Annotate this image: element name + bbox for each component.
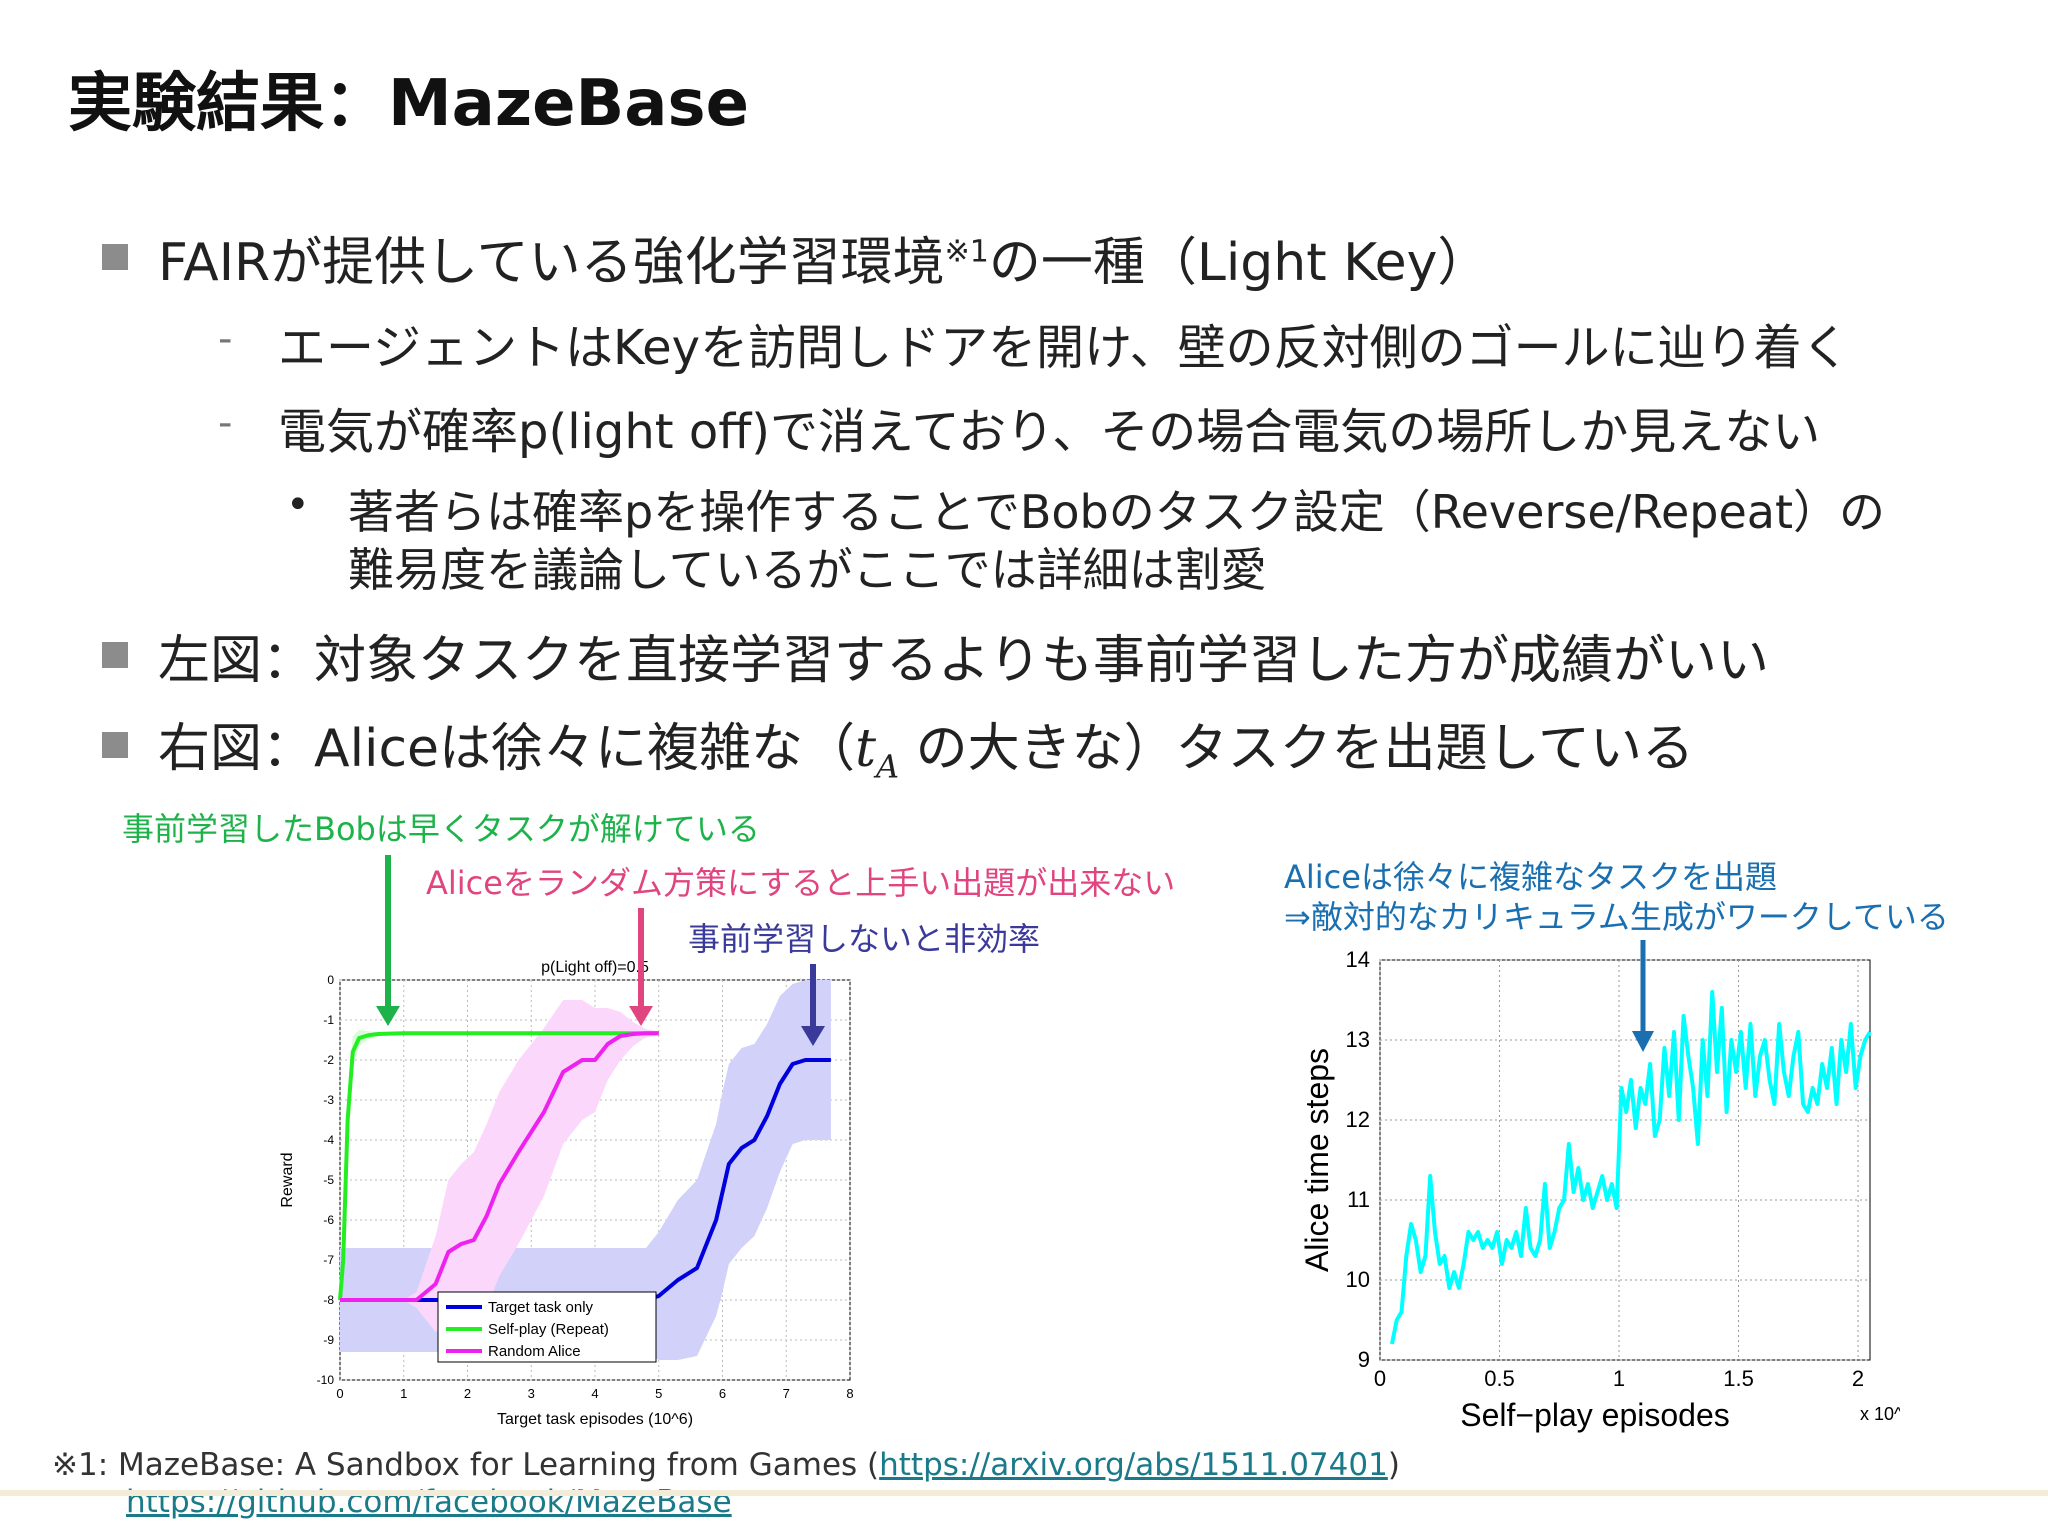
x-multiplier: x 10^6 [1860,1404,1900,1424]
series-line [1389,990,1872,1345]
series-line [340,1058,831,1302]
slide-title: 実験結果：MazeBase [68,67,749,141]
bullet-2: 左図：対象タスクを直接学習するよりも事前学習した方が成績がいい [158,631,1769,691]
annotation-blue-line2: ⇒敵対的なカリキュラム生成がワークしている [1284,898,1949,936]
bullet-1-rest: の一種（Light Key） [988,233,1490,293]
annotation-blue-line1: Aliceは徐々に複雑なタスクを出題 [1284,858,1777,896]
y-tick-label: -3 [323,1093,334,1107]
y-tick-label: 0 [327,973,334,987]
legend-label: Random Alice [488,1343,581,1360]
bullet-1-sub-2-item-line1: 著者らは確率pを操作することでBobのタスク設定（Reverse/Repeat）… [348,485,1886,539]
dash-marker: - [218,400,233,446]
x-tick-label: 1 [400,1386,407,1401]
bullet-square [102,732,128,758]
bullet-1-sub-1: エージェントはKeyを訪問しドアを開け、壁の反対側のゴールに辿り着く [278,320,1850,376]
x-tick-label: 8 [846,1386,853,1401]
y-tick-label: -10 [317,1373,335,1387]
y-tick-label: 14 [1346,947,1370,972]
bullet-1-text: FAIRが提供している強化学習環境 [158,233,945,293]
x-tick-label: 1 [1613,1366,1625,1391]
x-axis-label: Target task episodes (10^6) [497,1411,693,1428]
footnote-ref: ※1 [944,234,989,270]
bullet-3-pre: 右図：Aliceは徐々に複雑な（ [158,719,856,779]
math-sub-a: A [875,747,900,786]
bullet-square [102,642,128,668]
x-tick-label: 0 [336,1386,343,1401]
confidence-band [340,1000,659,1332]
series-line [338,1031,659,1301]
x-tick-label: 0 [1374,1366,1386,1391]
x-tick-label: 5 [655,1386,662,1401]
y-tick-label: 10 [1346,1267,1370,1292]
annotation-pink: Aliceをランダム方策にすると上手い出題が出来ない [426,864,1176,902]
arxiv-link[interactable]: https://arxiv.org/abs/1511.07401 [879,1447,1388,1483]
y-tick-label: 11 [1347,1187,1370,1212]
dash-marker: - [218,316,233,362]
footnote-mark: ※1: [52,1447,118,1483]
y-tick-label: -9 [323,1333,334,1347]
y-tick-label: 9 [1358,1347,1370,1372]
x-tick-label: 1.5 [1723,1366,1754,1391]
y-tick-label: 12 [1346,1107,1370,1132]
x-tick-label: 2 [1852,1366,1864,1391]
x-tick-label: 3 [528,1386,535,1401]
bullet-1-sub-2: 電気が確率p(light off)で消えており、その場合電気の場所しか見えない [278,404,1821,460]
math-t: t [855,719,876,779]
bullet-1: FAIRが提供している強化学習環境※1の一種（Light Key） [158,220,1489,295]
y-tick-label: -5 [323,1173,334,1187]
bullet-3: 右図：Aliceは徐々に複雑な（tA の大きな）タスクを出題している [158,706,1694,785]
x-tick-label: 2 [464,1386,471,1401]
y-axis-label: Alice time steps [1299,1048,1335,1272]
y-tick-label: -6 [323,1213,334,1227]
x-axis-label: Self−play episodes [1460,1397,1730,1433]
footnote-text: MazeBase: A Sandbox for Learning from Ga… [118,1447,880,1483]
legend-label: Self-play (Repeat) [488,1321,609,1338]
bullet-square [102,244,128,270]
y-tick-label: -1 [323,1013,334,1027]
annotation-green: 事前学習したBobは早くタスクが解けている [122,810,760,848]
x-tick-label: 0.5 [1484,1366,1515,1391]
x-tick-label: 6 [719,1386,726,1401]
y-tick-label: -4 [323,1133,334,1147]
legend-label: Target task only [488,1299,594,1316]
series-line [340,1031,659,1302]
x-tick-label: 7 [783,1386,790,1401]
y-tick-label: -7 [323,1253,334,1267]
bullet-1-sub-2-item-line2: 難易度を議論しているがここでは詳細は割愛 [348,543,1267,597]
dot-marker: • [286,482,310,528]
y-tick-label: -8 [323,1293,334,1307]
plot-area [1379,959,1871,1361]
annotation-navy: 事前学習しないと非効率 [688,920,1041,958]
y-tick-label: -2 [323,1053,334,1067]
chart-title: p(Light off)=0.5 [541,959,649,976]
bullet-3-post: の大きな）タスクを出題している [899,719,1695,779]
alice-time-chart: 0 0.5 1 1.5 2 9 10 11 12 13 14 Self−play episodes x … [1299,947,1900,1433]
reward-chart: 0 1 2 3 4 5 6 7 8 0 -1 -2 -3 -4 -5 -6 -7 -8 -9 -10 p(Light o… [279,959,854,1428]
y-axis-label: Reward [279,1152,296,1207]
y-tick-label: 13 [1346,1027,1370,1052]
footnote: ※1: MazeBase: A Sandbox for Learning fro… [52,1447,1400,1483]
footnote-close: ) [1387,1447,1400,1483]
x-tick-label: 4 [591,1386,598,1401]
bottom-bar [0,1490,2048,1496]
